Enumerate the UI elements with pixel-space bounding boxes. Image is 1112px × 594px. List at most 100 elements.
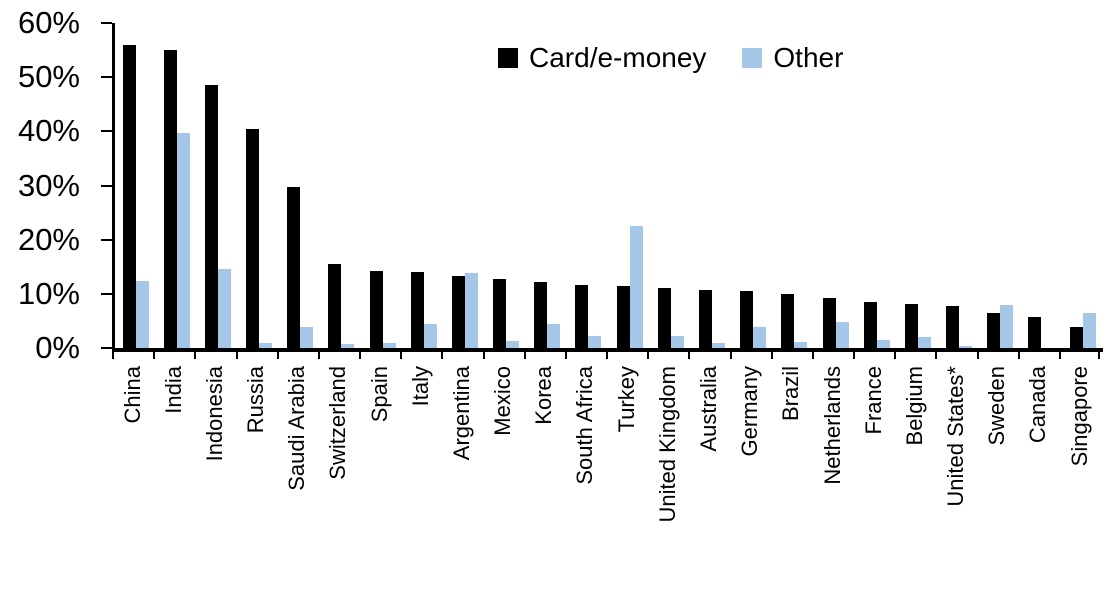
bar-other [382, 342, 396, 348]
bar-card [1069, 326, 1083, 348]
bar-other [259, 342, 273, 348]
x-label-slot: Argentina [441, 362, 482, 592]
bar-other [835, 322, 849, 348]
bar-group [197, 23, 238, 348]
x-tick [853, 352, 855, 359]
x-label-slot: India [153, 362, 194, 592]
bar-card [410, 272, 424, 348]
bar-group [1062, 23, 1103, 348]
bar-group [403, 23, 444, 348]
bar-card [493, 278, 507, 348]
bar-card [740, 290, 754, 348]
y-tick-label: 20% [17, 221, 80, 257]
x-label-slot: Netherlands [812, 362, 853, 592]
x-tick [524, 352, 526, 359]
bar-card [369, 271, 383, 348]
bar-card [822, 298, 836, 348]
x-label-slot: Indonesia [194, 362, 235, 592]
x-tick [153, 352, 155, 359]
bar-group [156, 23, 197, 348]
x-category-label: India [160, 366, 186, 414]
x-label-slot: Canada [1018, 362, 1059, 592]
x-tick [441, 352, 443, 359]
bar-other [959, 345, 973, 348]
x-tick [647, 352, 649, 359]
x-axis-labels: China India Indonesia Russia Saudi Arabia Swi… [112, 362, 1100, 592]
bar-card [534, 281, 548, 348]
x-category-label: Germany [737, 366, 763, 457]
y-tick-label: 50% [17, 59, 80, 95]
x-label-slot: Switzerland [318, 362, 359, 592]
x-category-label: Turkey [613, 366, 639, 433]
x-category-label: China [119, 366, 145, 424]
bar-card [863, 301, 877, 348]
y-tick [101, 292, 112, 295]
bar-group [650, 23, 691, 348]
bar-card [946, 305, 960, 348]
x-category-label: Singapore [1066, 366, 1092, 467]
y-tick-label: 40% [17, 113, 80, 149]
y-tick-label: 10% [17, 275, 80, 311]
bar-other [506, 340, 520, 348]
x-tick [1098, 352, 1100, 359]
legend-label-card: Card/e-money [529, 42, 707, 73]
x-axis-ticks [112, 352, 1100, 359]
bar-group [980, 23, 1021, 348]
bar-other [753, 326, 767, 348]
x-category-label: Netherlands [819, 366, 845, 485]
x-tick [935, 352, 937, 359]
y-tick [101, 76, 112, 79]
y-tick [101, 238, 112, 241]
x-category-label: United States* [943, 366, 969, 507]
x-tick [400, 352, 402, 359]
x-tick [565, 352, 567, 359]
y-tick [101, 22, 112, 24]
x-label-slot: Turkey [606, 362, 647, 592]
bar-card [698, 289, 712, 348]
bar-other [300, 326, 314, 348]
other-series-swatch-icon [742, 48, 763, 68]
bar-other [670, 335, 684, 348]
x-tick [483, 352, 485, 359]
legend-label-other: Other [773, 42, 844, 73]
bar-other [135, 281, 149, 348]
bar-group [897, 23, 938, 348]
x-label-slot: Sweden [977, 362, 1018, 592]
x-category-label: South Africa [572, 366, 598, 485]
x-label-slot: Saudi Arabia [277, 362, 318, 592]
bar-group [115, 23, 156, 348]
x-category-label: Korea [531, 366, 557, 425]
legend: Card/e-money Other [498, 42, 843, 74]
bar-card [451, 275, 465, 348]
x-category-label: Argentina [448, 366, 474, 461]
bar-other [1082, 312, 1096, 348]
bar-other [547, 323, 561, 348]
x-label-slot: Singapore [1059, 362, 1100, 592]
legend-item-other: Other [742, 42, 843, 74]
bar-group [815, 23, 856, 348]
bar-card [987, 313, 1001, 348]
bar-other [217, 269, 231, 348]
bar-card [328, 264, 342, 348]
plot-area [101, 22, 1103, 352]
bar-other [711, 342, 725, 348]
bar-card [246, 128, 260, 348]
y-tick-label: 30% [17, 167, 80, 203]
x-category-label: Australia [695, 366, 721, 452]
bar-other [423, 323, 437, 348]
x-label-slot: France [853, 362, 894, 592]
bar-group [609, 23, 650, 348]
x-tick [730, 352, 732, 359]
bar-group [444, 23, 485, 348]
x-tick [812, 352, 814, 359]
x-label-slot: Belgium [894, 362, 935, 592]
bar-other [588, 335, 602, 348]
x-label-slot: Germany [730, 362, 771, 592]
bar-other [1000, 305, 1014, 348]
bar-group [733, 23, 774, 348]
y-tick-label: 60% [17, 5, 80, 40]
x-tick [894, 352, 896, 359]
x-category-label: Brazil [778, 366, 804, 422]
x-category-label: Spain [366, 366, 392, 423]
